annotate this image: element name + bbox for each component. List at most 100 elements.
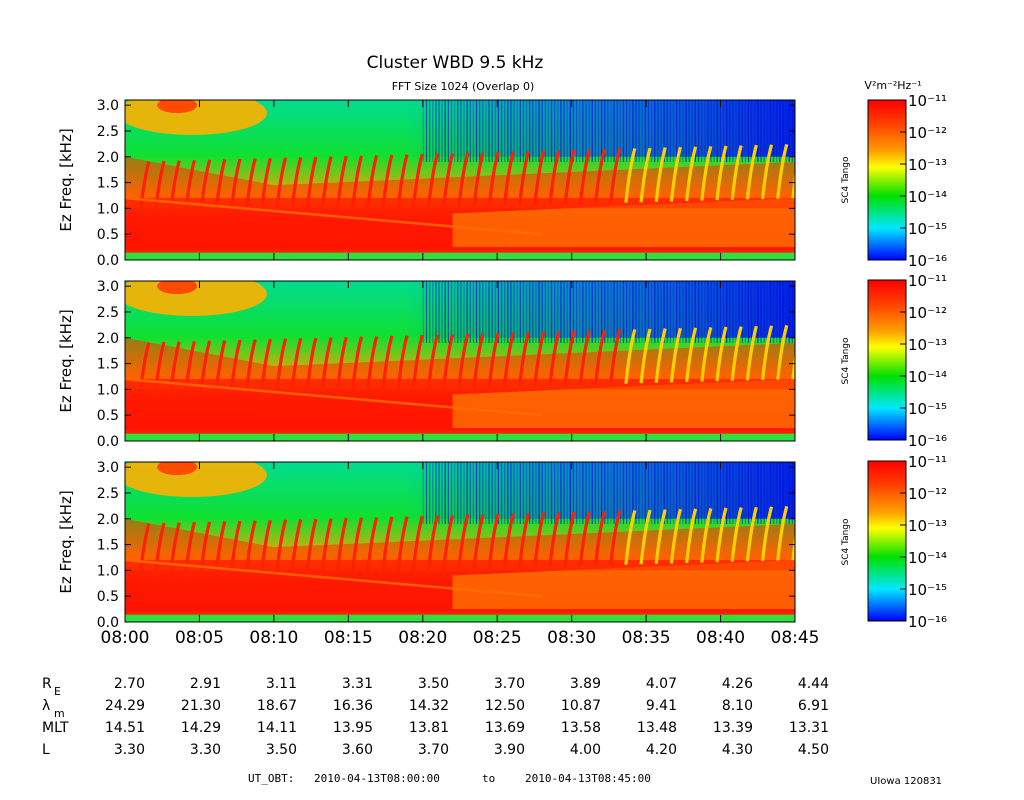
- noise-streak: [751, 281, 753, 343]
- noise-streak: [535, 100, 537, 162]
- noise-streak: [535, 281, 537, 343]
- y-tick-label: 2.5: [97, 305, 119, 321]
- chorus-element: [396, 516, 409, 571]
- chorus-element: [685, 146, 698, 202]
- colorbar-tick-label: 10⁻¹³: [908, 517, 947, 535]
- chorus-element: [563, 511, 576, 567]
- noise-streak: [704, 100, 706, 162]
- noise-streak: [597, 281, 600, 343]
- noise-streak: [563, 462, 565, 524]
- noise-streak: [497, 281, 500, 343]
- descending-band-edge: [125, 377, 542, 417]
- noise-streak: [644, 100, 646, 162]
- ephemeris-value: 3.70: [418, 742, 449, 758]
- noise-streak: [657, 100, 659, 162]
- noise-streak: [557, 462, 559, 524]
- chorus-element: [502, 332, 515, 388]
- noise-streak: [660, 281, 662, 343]
- noise-streak: [669, 462, 671, 524]
- noise-streak: [579, 281, 581, 343]
- noise-streak: [513, 281, 515, 343]
- chorus-element: [381, 335, 394, 391]
- noise-streak: [785, 281, 787, 343]
- noise-streak: [513, 100, 515, 162]
- noise-streak: [697, 281, 700, 343]
- noise-streak: [454, 281, 456, 343]
- noise-streak: [525, 281, 528, 343]
- noise-streak: [691, 462, 693, 524]
- chorus-element: [563, 330, 576, 386]
- noise-streak: [757, 462, 759, 524]
- noise-streak: [701, 100, 703, 162]
- chorus-element: [305, 518, 318, 574]
- noise-streak: [716, 281, 718, 343]
- noise-streak: [466, 100, 468, 162]
- ephemeris-value: 14.11: [257, 720, 297, 736]
- noise-streak: [432, 100, 434, 162]
- ephemeris-value: 4.44: [798, 676, 829, 692]
- noise-streak: [488, 100, 490, 162]
- chorus-element: [274, 338, 288, 394]
- low-freq-strip: [125, 614, 795, 622]
- spectrogram-image: [125, 100, 795, 260]
- noise-streak: [460, 281, 462, 343]
- colorbar-scale: [867, 279, 907, 441]
- spectrogram-panel-1: 0.0 0.5 1.0 1.5 2.0 2.5 3.0 Ez Freq. [kHz] SC4 T…: [57, 98, 851, 269]
- noise-streak: [685, 281, 687, 343]
- chorus-element: [138, 161, 151, 216]
- ephemeris-value: 3.31: [342, 676, 373, 692]
- chorus-element: [457, 514, 470, 570]
- chorus-element: [457, 333, 470, 389]
- chorus-element: [700, 507, 713, 563]
- noise-streak: [516, 462, 518, 524]
- chorus-element: [609, 510, 622, 566]
- spacecraft-label: SC4 Tango: [841, 518, 851, 566]
- chorus-element: [685, 508, 698, 564]
- ephemeris-value: 10.87: [561, 698, 601, 714]
- chorus-element: [350, 155, 364, 211]
- noise-streak: [613, 100, 615, 162]
- chorus-element: [624, 329, 637, 384]
- chorus-element: [639, 147, 652, 203]
- chorus-element: [335, 517, 348, 573]
- chorus-element: [320, 337, 333, 392]
- chorus-element: [426, 153, 439, 209]
- noise-streak: [757, 100, 759, 162]
- chorus-element: [593, 148, 607, 204]
- noise-streak: [626, 462, 628, 524]
- noise-streak: [588, 100, 590, 162]
- y-tick-label: 1.5: [97, 176, 119, 192]
- noise-streak: [729, 100, 731, 162]
- chorus-element: [639, 509, 652, 565]
- noise-streak: [647, 281, 650, 343]
- noise-streak: [754, 462, 756, 524]
- chorus-element: [259, 519, 272, 575]
- noise-streak: [454, 462, 456, 524]
- noise-streak: [769, 100, 772, 162]
- noise-streak: [722, 462, 725, 524]
- noise-streak: [772, 100, 775, 162]
- chorus-element: [609, 329, 622, 385]
- chorus-element: [381, 154, 394, 210]
- noise-streak: [779, 100, 781, 162]
- chorus-element: [396, 335, 409, 390]
- colorbar-scale: [867, 99, 907, 261]
- y-tick-label: 2.5: [97, 486, 119, 502]
- y-tick-label: 1.0: [97, 563, 119, 579]
- noise-streak: [754, 100, 756, 162]
- ephemeris-label: L: [42, 742, 50, 758]
- noise-streak: [472, 462, 475, 524]
- y-tick-label: 1.0: [97, 201, 119, 217]
- noise-streak: [485, 281, 487, 343]
- noise-streak: [500, 281, 503, 343]
- noise-streak: [579, 100, 581, 162]
- ephemeris-value: 4.50: [798, 742, 829, 758]
- ephemeris-label-subscript: E: [54, 685, 61, 698]
- noise-streak: [660, 100, 662, 162]
- noise-streak: [550, 281, 553, 343]
- colorbar-tick-label: 10⁻¹⁶: [908, 252, 947, 270]
- noise-streak: [563, 281, 565, 343]
- noise-streak: [751, 100, 753, 162]
- low-freq-strip: [125, 433, 795, 441]
- noise-streak: [729, 281, 731, 343]
